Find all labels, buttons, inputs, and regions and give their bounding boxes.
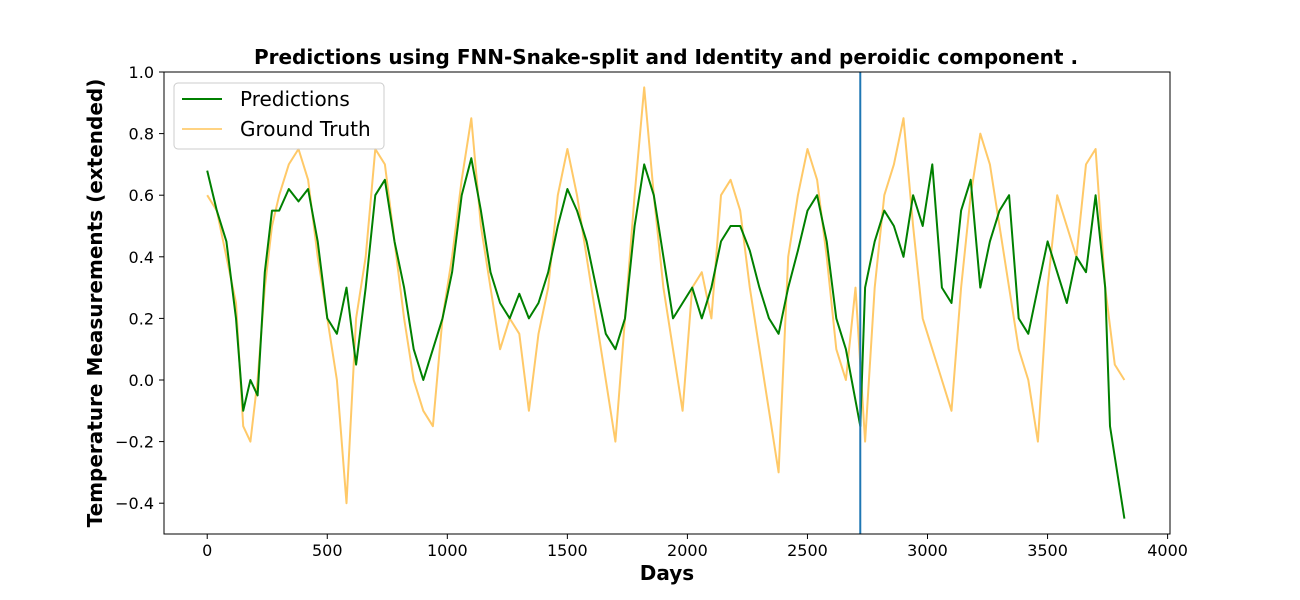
y-tick-label: 0.8 [129, 125, 154, 144]
legend-label-ground-truth: Ground Truth [240, 117, 371, 141]
y-tick-label: −0.4 [115, 494, 154, 513]
y-tick-label: 0.6 [129, 186, 154, 205]
y-axis-ticks: −0.4 −0.2 0.0 0.2 0.4 0.6 0.8 1.0 [115, 63, 164, 513]
y-axis-label: Temperature Measurements (extended) [83, 79, 107, 528]
x-axis-label: Days [640, 561, 694, 585]
y-tick-label: 0.2 [129, 309, 154, 328]
y-tick-label: 1.0 [129, 63, 154, 82]
series-ground-truth-line [206, 86, 1126, 505]
x-tick-label: 1000 [427, 541, 468, 560]
x-axis-ticks: 0 500 1000 1500 2000 2500 3000 3500 4000 [202, 534, 1188, 560]
y-tick-label: 0.0 [129, 371, 154, 390]
x-tick-label: 2000 [667, 541, 708, 560]
axes-frame [163, 71, 1171, 535]
legend: Predictions Ground Truth [173, 82, 385, 150]
legend-box [173, 82, 385, 150]
x-tick-label: 1500 [547, 541, 588, 560]
x-tick-label: 3500 [1027, 541, 1068, 560]
x-tick-label: 3000 [907, 541, 948, 560]
y-tick-label: 0.4 [129, 248, 154, 267]
chart-title: Predictions using FNN-Snake-split and Id… [254, 45, 1078, 69]
x-tick-label: 2500 [787, 541, 828, 560]
plot-area [163, 71, 1171, 535]
legend-label-predictions: Predictions [240, 87, 350, 111]
x-tick-label: 4000 [1147, 541, 1188, 560]
series-layer [206, 86, 1126, 519]
x-tick-label: 500 [312, 541, 343, 560]
y-tick-label: −0.2 [115, 433, 154, 452]
x-tick-label: 0 [202, 541, 212, 560]
series-predictions-line [206, 157, 1126, 519]
